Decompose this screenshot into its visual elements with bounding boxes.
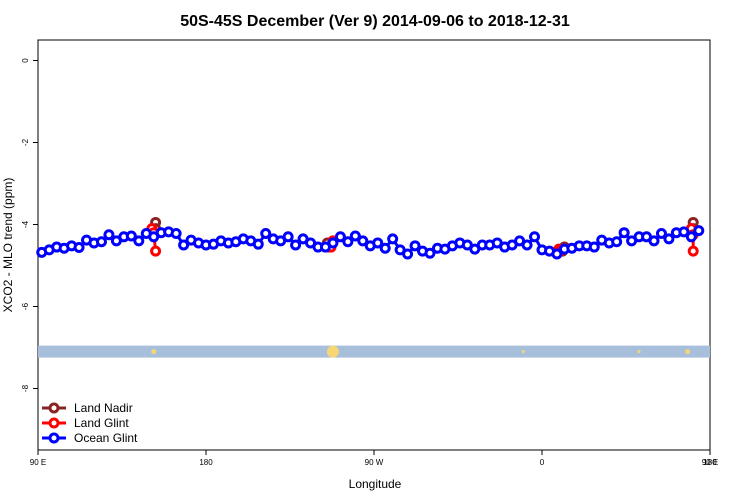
y-tick-label: -6 — [21, 302, 30, 310]
data-point — [170, 228, 182, 240]
legend-label: Land Nadir — [74, 401, 133, 415]
data-point — [260, 228, 272, 240]
band-marker — [637, 350, 641, 354]
data-point — [648, 235, 660, 247]
legend-label: Ocean Glint — [74, 431, 138, 445]
x-tick-label: 90 E — [30, 458, 46, 467]
y-tick-label: -2 — [21, 138, 30, 146]
legend-marker — [48, 417, 60, 429]
data-point — [103, 229, 115, 241]
data-point — [334, 231, 346, 243]
legend-marker — [48, 402, 60, 414]
y-axis: 0 -2 -4 -6 -8 — [21, 58, 38, 392]
x-tick-label: 180 — [703, 458, 717, 467]
data-point — [588, 241, 600, 253]
data-point — [611, 236, 623, 248]
y-tick-label: 0 — [21, 58, 30, 63]
y-axis-label: XCO2 - MLO trend (ppm) — [1, 178, 15, 313]
chart-title: 50S-45S December (Ver 9) 2014-09-06 to 2… — [180, 13, 570, 30]
data-point — [252, 238, 264, 250]
data-point — [73, 241, 85, 253]
data-point — [349, 230, 361, 242]
data-point — [618, 227, 630, 239]
data-point — [342, 236, 354, 248]
data-point — [687, 245, 699, 257]
data-point — [178, 239, 190, 251]
data-point — [521, 239, 533, 251]
y-tick-label: -8 — [21, 384, 30, 392]
legend-label: Land Glint — [74, 416, 129, 430]
data-point — [685, 231, 697, 243]
x-tick-label: 90 E — [702, 458, 718, 467]
band — [38, 345, 710, 358]
legend-marker — [48, 432, 60, 444]
data-point — [402, 248, 414, 260]
data-point — [551, 248, 563, 260]
data-point — [327, 237, 339, 249]
band-marker — [685, 349, 691, 355]
data-point — [150, 245, 162, 257]
data-point — [372, 237, 384, 249]
band-layer — [38, 345, 710, 358]
x-axis-label: Longitude — [349, 477, 402, 491]
data-point — [663, 233, 675, 245]
data-point — [387, 233, 399, 245]
band-marker — [326, 345, 339, 358]
data-point — [529, 231, 541, 243]
data-point — [133, 235, 145, 247]
data-point — [282, 231, 294, 243]
x-tick-label: 0 — [540, 458, 545, 467]
data-point — [678, 226, 690, 238]
data-point — [424, 247, 436, 259]
data-point — [655, 228, 667, 240]
band-marker — [151, 349, 157, 355]
x-tick-label: 90 W — [365, 458, 384, 467]
x-tick-label: 180 — [199, 458, 213, 467]
data-point — [357, 235, 369, 247]
data-point — [379, 242, 391, 254]
data-point — [95, 236, 107, 248]
data-point — [693, 225, 705, 237]
y-tick-label: -4 — [21, 220, 30, 228]
band-marker — [521, 350, 525, 354]
data-point — [125, 230, 137, 242]
series-layer — [36, 216, 705, 260]
data-point — [290, 239, 302, 251]
data-point — [409, 240, 421, 252]
